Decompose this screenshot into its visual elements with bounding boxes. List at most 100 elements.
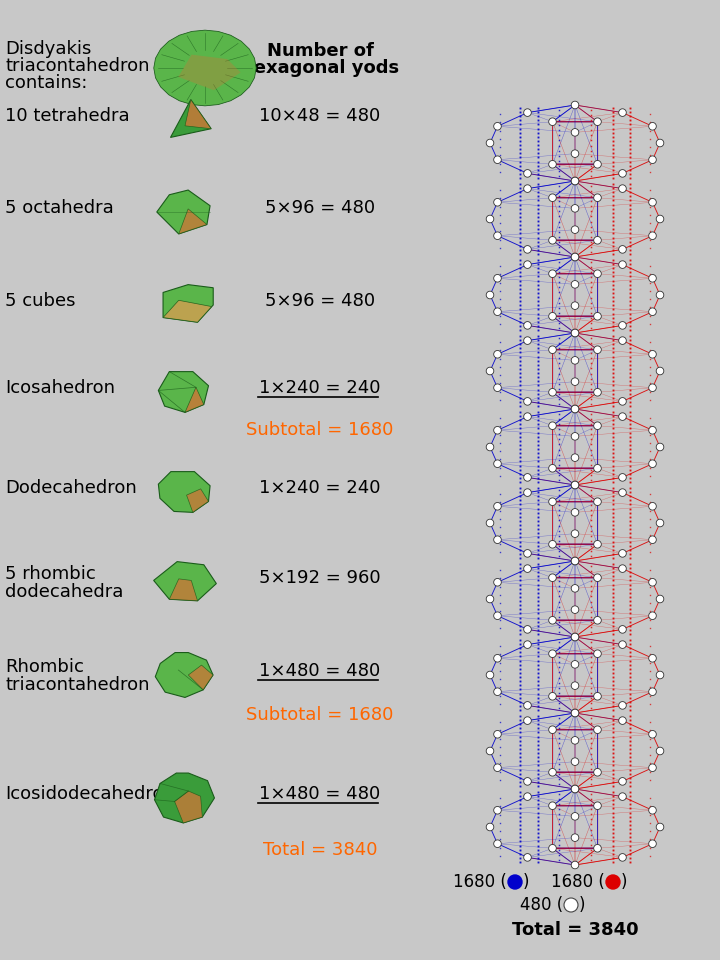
- Circle shape: [486, 368, 494, 374]
- Circle shape: [656, 595, 664, 603]
- Circle shape: [594, 118, 601, 126]
- Circle shape: [523, 108, 531, 116]
- Circle shape: [549, 194, 557, 202]
- Circle shape: [618, 549, 626, 557]
- Circle shape: [618, 170, 626, 178]
- Circle shape: [649, 156, 657, 163]
- Circle shape: [656, 139, 664, 147]
- Circle shape: [486, 671, 494, 679]
- Circle shape: [571, 585, 579, 592]
- Circle shape: [564, 898, 578, 912]
- Circle shape: [594, 389, 601, 396]
- Circle shape: [571, 226, 579, 233]
- Circle shape: [649, 688, 657, 695]
- Circle shape: [571, 557, 579, 564]
- Text: Total = 3840: Total = 3840: [512, 921, 639, 939]
- Text: triacontahedron: triacontahedron: [5, 676, 150, 694]
- Circle shape: [523, 413, 531, 420]
- Circle shape: [486, 595, 494, 603]
- Polygon shape: [158, 372, 209, 413]
- Circle shape: [656, 519, 664, 527]
- Circle shape: [571, 634, 579, 641]
- Polygon shape: [171, 100, 211, 137]
- Text: triacontahedron: triacontahedron: [5, 57, 150, 75]
- Polygon shape: [179, 55, 240, 90]
- Circle shape: [549, 692, 557, 700]
- Circle shape: [549, 574, 557, 582]
- Text: 1680 (: 1680 (: [552, 873, 605, 891]
- Circle shape: [649, 275, 657, 282]
- Text: 10 tetrahedra: 10 tetrahedra: [5, 107, 130, 125]
- Circle shape: [486, 444, 494, 451]
- Text: ): ): [523, 873, 529, 891]
- Polygon shape: [163, 300, 212, 323]
- Text: Total = 3840: Total = 3840: [263, 841, 377, 859]
- Text: hexagonal yods: hexagonal yods: [241, 59, 399, 77]
- Circle shape: [618, 413, 626, 420]
- Circle shape: [571, 454, 579, 462]
- Text: 1×480 = 480: 1×480 = 480: [259, 662, 381, 680]
- Circle shape: [571, 405, 579, 413]
- Circle shape: [494, 460, 501, 468]
- Circle shape: [571, 861, 579, 869]
- Circle shape: [618, 702, 626, 709]
- Circle shape: [649, 460, 657, 468]
- Circle shape: [649, 655, 657, 662]
- Circle shape: [618, 261, 626, 269]
- Circle shape: [549, 726, 557, 733]
- Circle shape: [494, 840, 501, 848]
- Text: Disdyakis: Disdyakis: [5, 40, 91, 58]
- Circle shape: [571, 129, 579, 136]
- Text: 10×48 = 480: 10×48 = 480: [259, 107, 381, 125]
- Circle shape: [571, 280, 579, 288]
- Circle shape: [649, 350, 657, 358]
- Circle shape: [656, 368, 664, 374]
- Circle shape: [571, 557, 579, 564]
- Circle shape: [571, 253, 579, 261]
- Circle shape: [494, 806, 501, 814]
- Circle shape: [549, 313, 557, 320]
- Text: 5 octahedra: 5 octahedra: [5, 199, 114, 217]
- Circle shape: [571, 329, 579, 337]
- Circle shape: [549, 540, 557, 548]
- Circle shape: [523, 337, 531, 345]
- Text: 1680 (: 1680 (: [454, 873, 507, 891]
- Circle shape: [618, 564, 626, 572]
- Circle shape: [549, 498, 557, 506]
- Polygon shape: [163, 284, 213, 323]
- Circle shape: [656, 823, 664, 830]
- Circle shape: [549, 802, 557, 809]
- Circle shape: [571, 329, 579, 337]
- Circle shape: [523, 564, 531, 572]
- Text: 5 cubes: 5 cubes: [5, 292, 76, 310]
- Polygon shape: [157, 190, 210, 234]
- Circle shape: [594, 270, 601, 277]
- Circle shape: [523, 793, 531, 801]
- Circle shape: [523, 641, 531, 648]
- Polygon shape: [169, 579, 197, 601]
- Text: Subtotal = 1680: Subtotal = 1680: [246, 421, 394, 439]
- Circle shape: [594, 498, 601, 506]
- Circle shape: [618, 626, 626, 634]
- Circle shape: [571, 101, 579, 108]
- Polygon shape: [185, 100, 211, 129]
- Circle shape: [594, 574, 601, 582]
- Polygon shape: [175, 791, 202, 823]
- Circle shape: [594, 726, 601, 733]
- Circle shape: [649, 840, 657, 848]
- Circle shape: [594, 465, 601, 472]
- Circle shape: [618, 337, 626, 345]
- Text: contains:: contains:: [5, 74, 87, 92]
- Circle shape: [549, 465, 557, 472]
- Circle shape: [508, 875, 522, 889]
- Circle shape: [486, 747, 494, 755]
- Circle shape: [571, 405, 579, 413]
- Circle shape: [649, 579, 657, 586]
- Circle shape: [486, 139, 494, 147]
- Circle shape: [656, 291, 664, 299]
- Circle shape: [571, 736, 579, 744]
- Circle shape: [618, 108, 626, 116]
- Circle shape: [594, 540, 601, 548]
- Circle shape: [571, 709, 579, 717]
- Polygon shape: [186, 489, 209, 513]
